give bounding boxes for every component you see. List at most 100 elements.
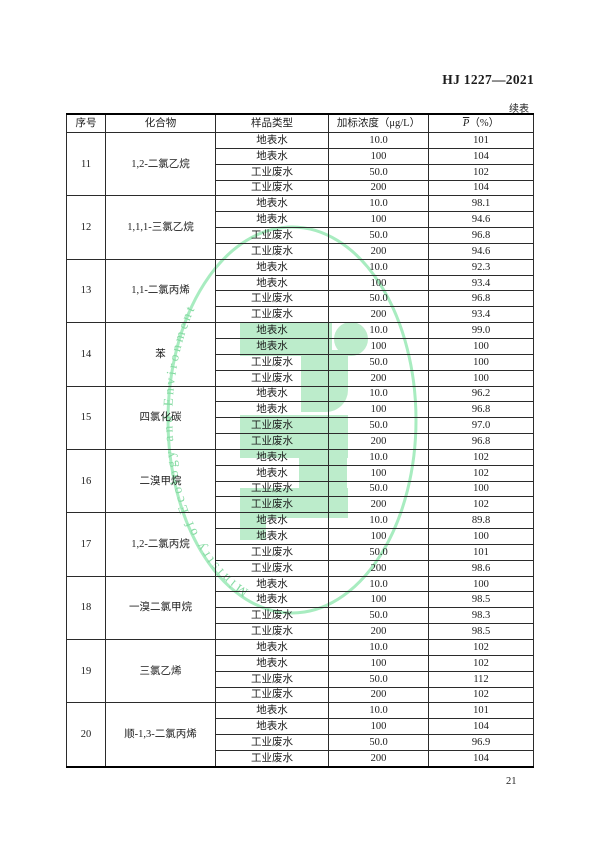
recovery-cell: 100 xyxy=(428,353,534,371)
header-recovery-suffix: （%） xyxy=(469,117,500,129)
concentration-cell: 10.0 xyxy=(328,195,429,213)
table-row: 17 1,2-二氯丙烷 地表水 10.0 89.8 xyxy=(66,512,534,577)
table-row: 工业废水 200 104 xyxy=(67,749,534,768)
concentration-cell: 50.0 xyxy=(328,480,429,498)
continuation-label: 续表 xyxy=(509,104,529,115)
row-index-cell: 14 xyxy=(66,322,106,387)
row-index-cell: 13 xyxy=(66,258,106,324)
recovery-cell: 104 xyxy=(428,718,534,736)
concentration-cell: 10.0 xyxy=(328,448,429,466)
concentration-cell: 100 xyxy=(328,337,429,355)
recovery-cell: 102 xyxy=(428,496,534,514)
concentration-cell: 10.0 xyxy=(328,639,429,656)
recovery-cell: 112 xyxy=(428,670,534,688)
table-row: 工业废水 200 98.5 xyxy=(67,623,534,640)
concentration-cell: 50.0 xyxy=(328,670,429,688)
recovery-cell: 101 xyxy=(428,543,534,561)
table-row: 工业废水 50.0 96.8 xyxy=(67,290,534,308)
concentration-cell: 10.0 xyxy=(328,702,429,720)
concentration-cell: 100 xyxy=(328,591,429,609)
recovery-cell: 102 xyxy=(428,654,534,672)
header-sample-type: 样品类型 xyxy=(215,113,329,133)
table-row: 18 一溴二氯甲烷 地表水 10.0 100 xyxy=(66,575,534,641)
recovery-cell: 104 xyxy=(428,179,534,197)
concentration-cell: 10.0 xyxy=(328,132,429,149)
table-row: 工业废水 50.0 112 xyxy=(67,670,534,688)
compound-cell: 顺-1,3-二氯丙烯 xyxy=(105,702,216,768)
recovery-cell: 96.8 xyxy=(428,433,534,450)
table-row: 19 三氯乙烯 地表水 10.0 102 xyxy=(66,638,534,704)
row-index-cell: 15 xyxy=(66,385,106,450)
table-row: 地表水 100 94.6 xyxy=(67,211,534,229)
recovery-cell: 102 xyxy=(428,686,534,704)
sample-type-cell: 工业废水 xyxy=(215,306,329,324)
compound-cell: 1,2-二氯乙烷 xyxy=(105,131,216,197)
concentration-cell: 50.0 xyxy=(328,353,429,371)
row-index-cell: 11 xyxy=(66,131,106,197)
recovery-cell: 96.9 xyxy=(428,734,534,751)
row-index-cell: 12 xyxy=(66,195,106,260)
compound-cell: 四氯化碳 xyxy=(105,385,216,450)
compound-cell: 苯 xyxy=(105,322,216,387)
header-index: 序号 xyxy=(66,113,106,133)
concentration-cell: 200 xyxy=(328,559,429,577)
concentration-cell: 50.0 xyxy=(328,163,429,181)
sample-type-cell: 地表水 xyxy=(215,448,329,466)
header-compound: 化合物 xyxy=(105,113,216,133)
recovery-cell: 102 xyxy=(428,639,534,656)
recovery-cell: 99.0 xyxy=(428,322,534,339)
recovery-cell: 102 xyxy=(428,163,534,181)
recovery-cell: 97.0 xyxy=(428,417,534,435)
recovery-cell: 89.8 xyxy=(428,512,534,530)
sample-type-cell: 地表水 xyxy=(215,401,329,419)
header-spike-concentration: 加标浓度（μg/L） xyxy=(328,113,429,133)
sample-type-cell: 地表水 xyxy=(215,702,329,720)
sample-type-cell: 地表水 xyxy=(215,322,329,339)
sample-type-cell: 工业废水 xyxy=(215,290,329,308)
sample-type-cell: 工业废水 xyxy=(215,369,329,387)
sample-type-cell: 地表水 xyxy=(215,385,329,403)
table-row: 地表水 100 93.4 xyxy=(67,274,534,292)
table-row: 工业废水 50.0 96.8 xyxy=(67,227,534,244)
concentration-cell: 100 xyxy=(328,274,429,292)
sample-type-cell: 工业废水 xyxy=(215,543,329,561)
table-row: 13 1,1-二氯丙烯 地表水 10.0 92.3 xyxy=(66,258,534,324)
sample-type-cell: 地表水 xyxy=(215,639,329,656)
page-number: 21 xyxy=(506,776,517,787)
sample-type-cell: 地表水 xyxy=(215,512,329,530)
recovery-cell: 94.6 xyxy=(428,211,534,229)
recovery-cell: 98.5 xyxy=(428,591,534,609)
recovery-cell: 100 xyxy=(428,480,534,498)
table-row: 11 1,2-二氯乙烷 地表水 10.0 101 xyxy=(66,131,534,197)
recovery-cell: 104 xyxy=(428,147,534,165)
header-recovery-pbar: P xyxy=(462,117,470,129)
table-row: 工业废水 50.0 102 xyxy=(67,163,534,181)
row-index-cell: 18 xyxy=(66,575,106,641)
concentration-cell: 50.0 xyxy=(328,417,429,435)
table-row: 工业废水 200 104 xyxy=(67,179,534,197)
concentration-cell: 100 xyxy=(328,718,429,736)
sample-type-cell: 地表水 xyxy=(215,654,329,672)
sample-type-cell: 工业废水 xyxy=(215,242,329,260)
recovery-cell: 104 xyxy=(428,749,534,768)
concentration-cell: 100 xyxy=(328,211,429,229)
sample-type-cell: 地表水 xyxy=(215,258,329,276)
recovery-cell: 96.2 xyxy=(428,385,534,403)
recovery-cell: 102 xyxy=(428,464,534,482)
sample-type-cell: 工业废水 xyxy=(215,163,329,181)
sample-type-cell: 地表水 xyxy=(215,528,329,545)
recovery-cell: 100 xyxy=(428,528,534,545)
concentration-cell: 200 xyxy=(328,496,429,514)
standard-code: HJ 1227—2021 xyxy=(442,72,534,87)
concentration-cell: 10.0 xyxy=(328,385,429,403)
recovery-table: 序号 化合物 样品类型 加标浓度（μg/L） P（%） 11 1,2-二氯乙烷 地表… xyxy=(66,113,534,768)
row-index-cell: 20 xyxy=(66,702,106,768)
sample-type-cell: 工业废水 xyxy=(215,749,329,768)
recovery-cell: 96.8 xyxy=(428,290,534,308)
concentration-cell: 50.0 xyxy=(328,734,429,751)
sample-type-cell: 工业废水 xyxy=(215,670,329,688)
recovery-cell: 94.6 xyxy=(428,242,534,260)
sample-type-cell: 地表水 xyxy=(215,337,329,355)
concentration-cell: 200 xyxy=(328,433,429,450)
sample-type-cell: 工业废水 xyxy=(215,227,329,244)
